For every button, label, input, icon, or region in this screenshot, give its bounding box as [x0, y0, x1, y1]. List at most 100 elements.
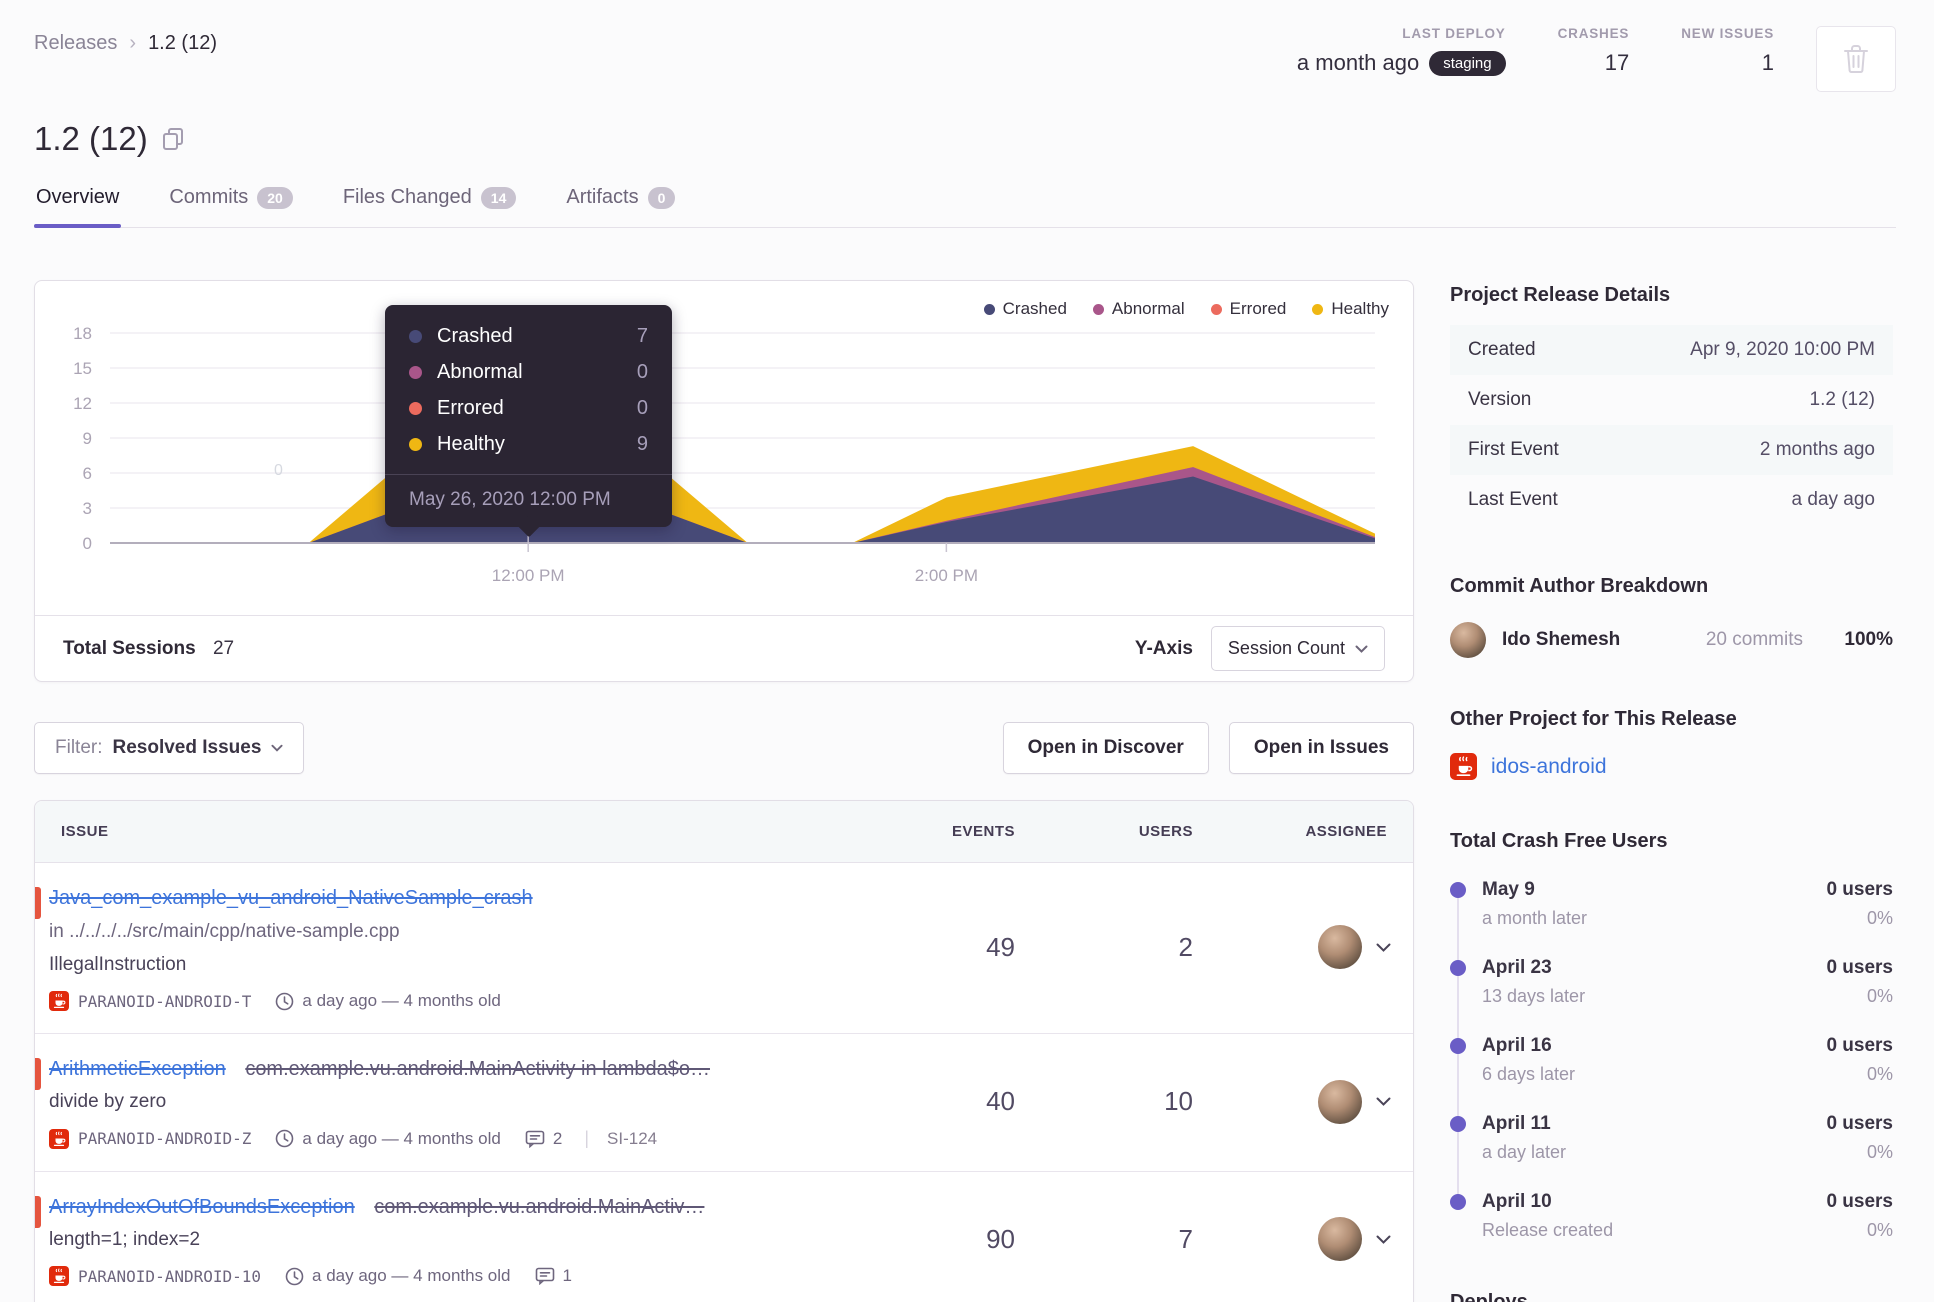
- comment-count: 1: [562, 1266, 572, 1285]
- issue-subtitle: com.example.vu.android.MainActiv…: [374, 1196, 705, 1218]
- issue-annotation[interactable]: SI-124: [607, 1128, 658, 1148]
- trash-icon: [1843, 44, 1869, 74]
- delete-release-button[interactable]: [1816, 26, 1896, 92]
- clock-icon: [275, 1129, 294, 1148]
- column-events: EVENTS: [951, 823, 1015, 840]
- other-project-link[interactable]: idos-android: [1491, 754, 1607, 778]
- author-commit-count: 20 commits: [1705, 629, 1803, 650]
- issue-row: ArithmeticException com.example.vu.andro…: [35, 1034, 1413, 1172]
- tab-files-changed-count: 14: [480, 186, 517, 209]
- clock-icon: [285, 1267, 304, 1286]
- tooltip-dot-errored: [409, 402, 422, 415]
- legend-item-errored[interactable]: Errored: [1210, 299, 1286, 319]
- page-title: 1.2 (12): [34, 120, 148, 157]
- other-project-row: idos-android: [1450, 753, 1893, 780]
- legend-dot-errored: [1210, 303, 1222, 315]
- sessions-chart-card: 0 3 6 9 12 15 18 12:00 PM 2:00 PM 0 Crashed Abnor…: [34, 280, 1414, 682]
- stat-new-issues: NEW ISSUES 1: [1681, 26, 1774, 76]
- assignee-avatar[interactable]: [1318, 1217, 1362, 1261]
- breadcrumb-releases-link[interactable]: Releases: [34, 32, 118, 54]
- issue-level-indicator: [35, 887, 41, 919]
- page-header: Releases › 1.2 (12) LAST DEPLOY a month …: [0, 0, 1934, 228]
- svg-text:18: 18: [73, 324, 92, 343]
- tooltip-dot-healthy: [409, 438, 422, 451]
- project-slug: PARANOID-ANDROID-10: [78, 1266, 262, 1286]
- issue-title-link[interactable]: ArrayIndexOutOfBoundsException: [49, 1196, 355, 1218]
- total-sessions-value: 27: [212, 637, 235, 659]
- issue-events-count: 90: [986, 1223, 1015, 1254]
- last-deploy-value: a month ago: [1296, 50, 1420, 75]
- header-stats: LAST DEPLOY a month ago staging CRASHES …: [1245, 26, 1896, 92]
- svg-text:0: 0: [83, 534, 92, 553]
- stat-label: NEW ISSUES: [1681, 26, 1774, 41]
- comment-icon: [535, 1267, 555, 1285]
- svg-text:9: 9: [83, 429, 92, 448]
- section-heading: Project Release Details: [1450, 284, 1671, 306]
- issue-events-count: 49: [986, 931, 1015, 962]
- stat-last-deploy: LAST DEPLOY a month ago staging: [1297, 26, 1506, 76]
- issue-title-link[interactable]: ArithmeticException: [49, 1058, 226, 1080]
- tab-overview[interactable]: Overview: [34, 186, 122, 228]
- open-in-issues-button[interactable]: Open in Issues: [1228, 722, 1414, 774]
- issue-age: a day ago — 4 months old: [285, 1266, 511, 1286]
- timeline-dot: [1450, 960, 1466, 976]
- issue-title-link[interactable]: Java_com_example_vu_android_NativeSample…: [49, 887, 533, 909]
- commit-author-breakdown-section: Commit Author Breakdown Ido Shemesh 20 c…: [1450, 575, 1893, 658]
- tooltip-timestamp: May 26, 2020 12:00 PM: [385, 474, 672, 527]
- chart-tooltip: Crashed 7 Abnormal 0 Errored: [385, 305, 672, 527]
- chevron-down-icon[interactable]: [1376, 1235, 1391, 1244]
- column-assignee: ASSIGNEE: [1305, 823, 1387, 840]
- issue-age: a day ago — 4 months old: [275, 1129, 501, 1149]
- tooltip-errored-value: 0: [636, 397, 648, 419]
- copy-version-button[interactable]: [162, 127, 184, 151]
- svg-text:15: 15: [73, 359, 92, 378]
- assignee-avatar[interactable]: [1318, 925, 1362, 969]
- legend-item-healthy[interactable]: Healthy: [1312, 299, 1389, 319]
- comment-count: 2: [552, 1128, 563, 1148]
- svg-text:2:00 PM: 2:00 PM: [915, 566, 978, 585]
- resolved-issues-table: ISSUE EVENTS USERS ASSIGNEE Java_com_exa…: [34, 800, 1414, 1302]
- column-issue: ISSUE: [61, 823, 109, 840]
- section-heading: Commit Author Breakdown: [1450, 575, 1709, 597]
- legend-item-crashed[interactable]: Crashed: [983, 299, 1067, 319]
- crashes-value: 17: [1604, 50, 1630, 75]
- breadcrumb-current: 1.2 (12): [148, 32, 217, 54]
- author-percent: 100%: [1844, 629, 1893, 650]
- chevron-right-icon: ›: [129, 32, 137, 54]
- issue-age: a day ago — 4 months old: [275, 991, 501, 1011]
- chevron-down-icon[interactable]: [1376, 1097, 1391, 1106]
- project-badge[interactable]: PARANOID-ANDROID-T: [49, 991, 251, 1011]
- project-badge[interactable]: PARANOID-ANDROID-10: [49, 1266, 261, 1286]
- chevron-down-icon: [271, 744, 283, 752]
- detail-row: Version 1.2 (12): [1468, 389, 1875, 410]
- sessions-chart-svg[interactable]: 0 3 6 9 12 15 18 12:00 PM 2:00 PM 0: [35, 281, 1403, 615]
- tab-files-changed[interactable]: Files Changed 14: [341, 186, 519, 227]
- project-badge[interactable]: PARANOID-ANDROID-Z: [49, 1128, 251, 1149]
- tab-commits[interactable]: Commits 20: [167, 186, 294, 227]
- svg-text:12:00 PM: 12:00 PM: [492, 566, 565, 585]
- assignee-avatar[interactable]: [1318, 1079, 1362, 1124]
- timeline-item: April 23 13 days later 0 users 0%: [1450, 957, 1893, 1007]
- legend-dot-crashed: [983, 303, 995, 315]
- java-project-icon: [49, 1266, 69, 1286]
- chevron-down-icon[interactable]: [1376, 943, 1391, 952]
- java-project-icon: [49, 991, 69, 1011]
- comment-icon: [525, 1130, 545, 1148]
- svg-text:3: 3: [83, 499, 92, 518]
- stat-crashes: CRASHES 17: [1558, 26, 1630, 76]
- java-project-icon: [1450, 753, 1477, 780]
- issue-users-count: 2: [1178, 931, 1193, 962]
- java-project-icon: [49, 1128, 69, 1149]
- stat-label: CRASHES: [1557, 26, 1630, 41]
- tab-artifacts[interactable]: Artifacts 0: [564, 186, 677, 227]
- tooltip-crashed-value: 7: [636, 325, 648, 347]
- yaxis-select[interactable]: Session Count: [1210, 626, 1385, 671]
- legend-item-abnormal[interactable]: Abnormal: [1092, 299, 1185, 319]
- issues-table-header: ISSUE EVENTS USERS ASSIGNEE: [35, 801, 1413, 863]
- issue-comments: 2: [525, 1129, 562, 1149]
- filter-dropdown[interactable]: Filter: Resolved Issues: [34, 722, 305, 774]
- clock-icon: [275, 992, 294, 1011]
- open-in-discover-button[interactable]: Open in Discover: [1002, 722, 1209, 774]
- issue-comments: 1: [535, 1266, 572, 1286]
